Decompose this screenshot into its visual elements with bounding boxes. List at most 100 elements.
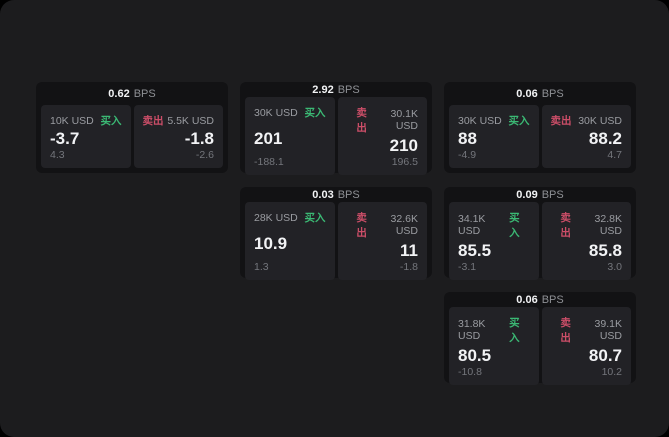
quote-card: 0.06 BPS 30K USD 买入 88 -4.9 卖出 30K USD 8… [444, 82, 636, 173]
buy-side-label: 买入 [100, 115, 122, 127]
sell-panel-top: 卖出 32.8K USD [551, 210, 622, 240]
sell-panel[interactable]: 卖出 30K USD 88.2 4.7 [541, 105, 631, 168]
buy-amount: 30K USD [254, 106, 298, 119]
buy-sell-panels: 30K USD 买入 88 -4.9 卖出 30K USD 88.2 4.7 [444, 104, 636, 173]
bps-value: 0.62 [108, 88, 130, 100]
sell-amount: 5.5K USD [167, 114, 214, 127]
quote-card: 0.09 BPS 34.1K USD 买入 85.5 -3.1 卖出 32.8K… [444, 187, 636, 280]
sell-amount: 32.8K USD [594, 213, 622, 237]
buy-sell-panels: 31.8K USD 买入 80.5 -10.8 卖出 39.1K USD 80.… [444, 306, 636, 390]
sell-sub-value: 196.5 [391, 155, 418, 168]
buy-amount: 31.8K USD [458, 318, 486, 342]
card-header: 0.03 BPS [240, 187, 432, 201]
bps-value: 0.09 [516, 189, 538, 201]
buy-side-label: 买入 [304, 212, 326, 224]
buy-panel-top: 30K USD 买入 [254, 105, 326, 120]
buy-side-label: 买入 [509, 212, 520, 239]
sell-price: 210 [389, 136, 418, 155]
cards-grid: 0.62 BPS 10K USD 买入 -3.7 4.3 卖出 5.5K USD… [36, 82, 636, 385]
buy-sell-panels: 28K USD 买入 10.9 1.3 卖出 32.6K USD 11 -1.8 [240, 201, 432, 285]
buy-price: 85.5 [458, 241, 492, 260]
quote-card: 0.62 BPS 10K USD 买入 -3.7 4.3 卖出 5.5K USD… [36, 82, 228, 173]
quote-card: 0.06 BPS 31.8K USD 买入 80.5 -10.8 卖出 39.1… [444, 292, 636, 385]
buy-sub-value: -4.9 [458, 149, 477, 161]
bps-unit-label: BPS [337, 189, 360, 201]
sell-side-label: 卖出 [550, 115, 572, 127]
buy-panel[interactable]: 30K USD 买入 201 -188.1 [245, 97, 335, 175]
sell-price: 85.8 [588, 241, 622, 260]
buy-amount: 10K USD [50, 114, 94, 127]
bps-unit-label: BPS [133, 88, 156, 100]
buy-sell-panels: 30K USD 买入 201 -188.1 卖出 30.1K USD 210 1… [240, 96, 432, 180]
sell-side-label: 卖出 [356, 107, 367, 134]
buy-amount: 28K USD [254, 211, 298, 224]
sell-price: 80.7 [588, 346, 622, 365]
buy-panel-top: 31.8K USD 买入 [458, 315, 530, 345]
sell-side-label: 卖出 [142, 115, 164, 127]
buy-price: 80.5 [458, 346, 492, 365]
bps-value: 0.06 [516, 294, 538, 306]
buy-panel[interactable]: 31.8K USD 买入 80.5 -10.8 [449, 307, 539, 385]
sell-side-label: 卖出 [560, 212, 571, 239]
sell-sub-value: -1.8 [399, 260, 418, 273]
buy-sub-value: -10.8 [458, 365, 482, 378]
sell-amount: 32.6K USD [390, 213, 418, 237]
buy-sub-value: -188.1 [254, 155, 284, 168]
sell-amount: 30K USD [578, 114, 622, 127]
card-header: 0.09 BPS [444, 187, 636, 201]
buy-side-label: 买入 [508, 115, 530, 127]
buy-amount: 34.1K USD [458, 213, 486, 237]
card-header: 0.62 BPS [36, 82, 228, 104]
buy-panel-top: 28K USD 买入 [254, 210, 326, 225]
quote-card: 0.03 BPS 28K USD 买入 10.9 1.3 卖出 32.6K US… [240, 187, 432, 280]
buy-panel[interactable]: 30K USD 买入 88 -4.9 [449, 105, 539, 168]
buy-amount: 30K USD [458, 114, 502, 127]
buy-panel[interactable]: 28K USD 买入 10.9 1.3 [245, 202, 335, 280]
buy-panel-top: 34.1K USD 买入 [458, 210, 530, 240]
sell-sub-value: 10.2 [601, 365, 622, 378]
sell-panel[interactable]: 卖出 30.1K USD 210 196.5 [337, 97, 427, 175]
bps-value: 0.06 [516, 88, 538, 100]
sell-panel[interactable]: 卖出 32.8K USD 85.8 3.0 [541, 202, 631, 280]
buy-price: 201 [254, 128, 283, 148]
buy-side-label: 买入 [304, 107, 326, 119]
bps-unit-label: BPS [541, 88, 564, 100]
buy-sell-panels: 34.1K USD 买入 85.5 -3.1 卖出 32.8K USD 85.8… [444, 201, 636, 285]
sell-panel[interactable]: 卖出 5.5K USD -1.8 -2.6 [133, 105, 223, 168]
buy-sub-value: 4.3 [50, 149, 65, 161]
buy-panel-top: 10K USD 买入 [50, 113, 122, 128]
bps-unit-label: BPS [541, 294, 564, 306]
buy-panel[interactable]: 34.1K USD 买入 85.5 -3.1 [449, 202, 539, 280]
sell-amount: 30.1K USD [390, 108, 418, 132]
sell-amount: 39.1K USD [594, 318, 622, 342]
sell-price: 11 [400, 241, 418, 260]
card-header: 0.06 BPS [444, 82, 636, 104]
sell-price: 88.2 [588, 129, 622, 149]
buy-sell-panels: 10K USD 买入 -3.7 4.3 卖出 5.5K USD -1.8 -2.… [36, 104, 228, 173]
buy-side-label: 买入 [509, 317, 520, 344]
sell-panel-top: 卖出 30.1K USD [347, 105, 418, 135]
sell-price: -1.8 [184, 129, 214, 149]
card-header: 2.92 BPS [240, 82, 432, 96]
sell-panel-top: 卖出 32.6K USD [347, 210, 418, 240]
buy-price: 88 [458, 129, 477, 149]
sell-panel-top: 卖出 5.5K USD [143, 113, 215, 128]
sell-panel[interactable]: 卖出 32.6K USD 11 -1.8 [337, 202, 427, 280]
buy-panel-top: 30K USD 买入 [458, 113, 530, 128]
bps-value: 2.92 [312, 84, 334, 96]
bps-value: 0.03 [312, 189, 334, 201]
card-header: 0.06 BPS [444, 292, 636, 306]
sell-sub-value: -2.6 [195, 149, 214, 161]
sell-side-label: 卖出 [356, 212, 367, 239]
sell-side-label: 卖出 [560, 317, 571, 344]
sell-sub-value: 3.0 [607, 260, 622, 273]
buy-price: -3.7 [50, 129, 80, 149]
bps-unit-label: BPS [541, 189, 564, 201]
sell-panel[interactable]: 卖出 39.1K USD 80.7 10.2 [541, 307, 631, 385]
sell-sub-value: 4.7 [607, 149, 622, 161]
quote-card: 2.92 BPS 30K USD 买入 201 -188.1 卖出 30.1K … [240, 82, 432, 175]
buy-panel[interactable]: 10K USD 买入 -3.7 4.3 [41, 105, 131, 168]
bps-unit-label: BPS [337, 84, 360, 96]
buy-sub-value: -3.1 [458, 260, 477, 273]
